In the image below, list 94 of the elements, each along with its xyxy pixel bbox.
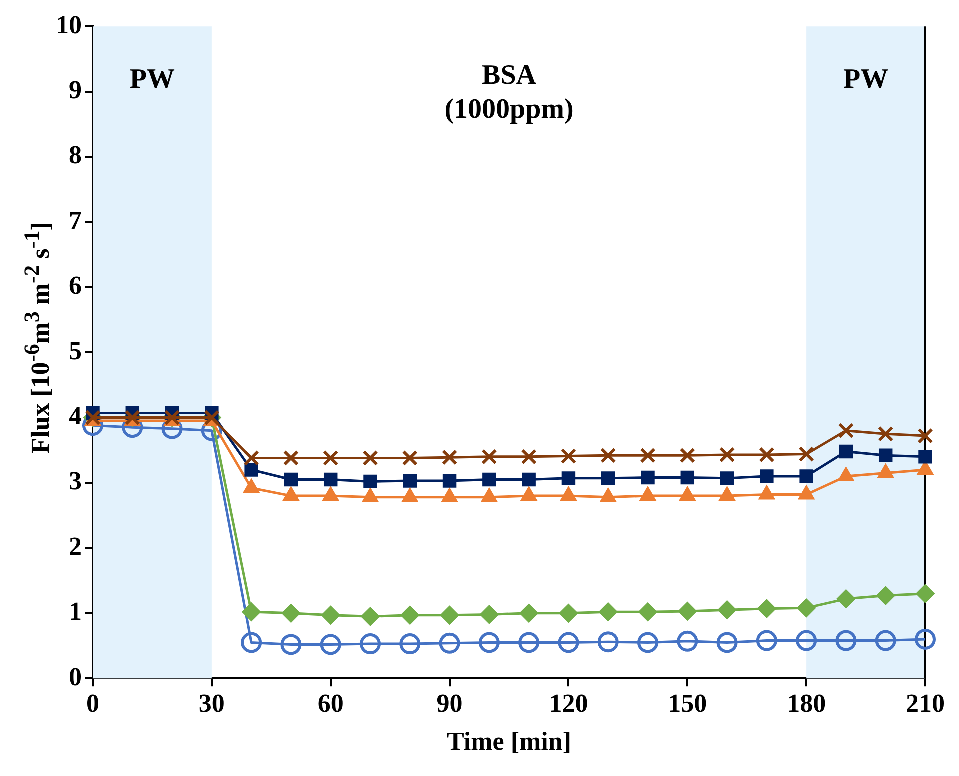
point: [282, 604, 301, 623]
y-tick-label: 8: [69, 140, 82, 170]
point: [442, 474, 457, 488]
point: [322, 450, 339, 466]
point: [838, 422, 854, 439]
point: [244, 450, 260, 466]
point: [839, 444, 854, 459]
point: [878, 448, 893, 462]
point: [836, 590, 856, 609]
point: [321, 606, 340, 625]
x-tick-label: 30: [198, 688, 225, 718]
y-tick-label: 5: [69, 336, 82, 366]
point: [244, 463, 258, 477]
x-tick-label: 60: [318, 688, 344, 718]
point: [720, 472, 734, 486]
point: [361, 607, 380, 626]
point: [241, 632, 262, 654]
point: [878, 426, 894, 442]
point: [558, 632, 580, 654]
point: [677, 630, 698, 652]
point: [403, 474, 418, 488]
y-tick-label: 0: [69, 662, 82, 692]
point: [719, 447, 736, 463]
band-label: PW: [843, 64, 889, 95]
point: [440, 606, 460, 625]
y-tick-label: 3: [69, 466, 82, 496]
point: [400, 606, 420, 625]
point: [360, 634, 381, 655]
y-tick-label: 10: [56, 10, 82, 40]
y-tick-label: 7: [69, 206, 82, 235]
point: [598, 602, 618, 622]
point: [242, 602, 262, 622]
point: [482, 472, 496, 487]
point: [918, 450, 932, 464]
point: [560, 448, 577, 464]
band-label: PW: [130, 64, 176, 95]
point: [760, 470, 774, 484]
point: [640, 448, 656, 464]
point: [797, 598, 816, 618]
point: [918, 428, 934, 444]
point: [559, 604, 578, 623]
y-tick-label: 6: [69, 271, 82, 300]
point: [875, 630, 896, 652]
y-tick-label: 9: [69, 76, 82, 105]
point: [757, 599, 776, 618]
point: [915, 628, 936, 650]
point: [400, 634, 421, 655]
point: [320, 634, 342, 656]
point: [598, 632, 619, 653]
point: [756, 630, 778, 652]
y-tick-label: 2: [69, 532, 82, 561]
x-axis-title: Time [min]: [447, 727, 572, 756]
point: [716, 632, 738, 654]
point: [718, 600, 737, 620]
point: [638, 602, 658, 622]
x-tick-label: 180: [787, 688, 826, 718]
x-tick-label: 120: [549, 688, 588, 718]
point: [478, 632, 500, 654]
point: [280, 634, 302, 656]
point: [518, 632, 540, 654]
point: [362, 450, 378, 466]
point: [680, 448, 696, 464]
point: [641, 470, 655, 485]
point: [600, 448, 616, 464]
x-tick-label: 90: [436, 688, 463, 718]
y-tick-label: 1: [69, 597, 82, 626]
point: [480, 605, 499, 624]
point: [796, 630, 818, 652]
annotation: BSA (1000ppm): [444, 60, 574, 125]
point: [520, 604, 539, 623]
point: [836, 630, 857, 652]
point: [442, 450, 458, 466]
point: [876, 586, 896, 606]
point: [283, 450, 300, 466]
point: [482, 449, 498, 465]
point: [562, 472, 576, 486]
point: [522, 472, 536, 487]
x-tick-label: 150: [668, 688, 708, 718]
point: [680, 470, 695, 485]
point: [759, 447, 775, 463]
point: [601, 472, 616, 486]
y-tick-label: 4: [69, 402, 82, 431]
point: [284, 472, 298, 487]
point: [439, 632, 460, 654]
point: [798, 446, 814, 462]
point: [402, 450, 418, 466]
point: [638, 632, 658, 654]
point: [364, 474, 378, 489]
point: [678, 602, 698, 621]
point: [324, 472, 338, 487]
x-tick-label: 210: [906, 688, 945, 718]
point: [916, 584, 935, 604]
point: [521, 449, 537, 465]
point: [800, 470, 814, 484]
